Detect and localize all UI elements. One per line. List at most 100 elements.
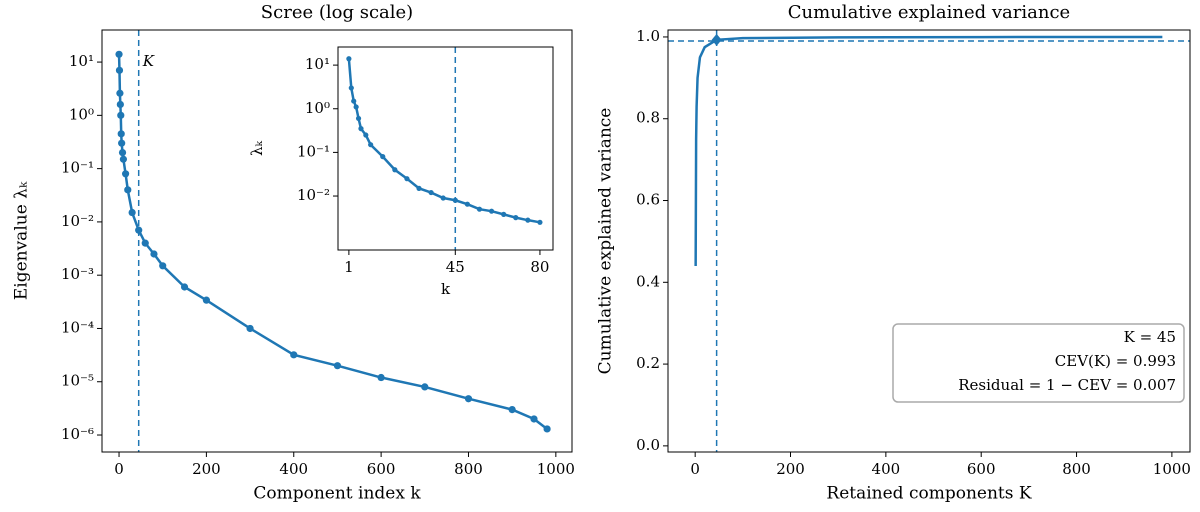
point [119, 155, 128, 163]
point [117, 111, 125, 119]
point [351, 98, 357, 104]
y-tick-label: 10⁻⁶ [61, 425, 94, 443]
x-tick-label: 0 [690, 460, 700, 478]
point [346, 56, 352, 62]
point [290, 351, 298, 359]
point [124, 186, 132, 194]
y-tick-label: 10⁻⁴ [61, 318, 94, 336]
y-tick-label: 10⁰ [69, 105, 94, 123]
point [246, 324, 254, 333]
point [525, 217, 531, 223]
point [501, 211, 507, 217]
annotation: CEV(K) = 0.993 [1055, 352, 1176, 370]
point [121, 170, 130, 178]
point [380, 154, 386, 160]
point [440, 195, 446, 201]
y-tick-label: 10⁻⁵ [61, 372, 94, 390]
point [128, 208, 136, 217]
point [348, 85, 354, 91]
x-tick-label: 600 [967, 460, 996, 478]
x-tick-label: 80 [530, 258, 549, 276]
y-tick-label: 0.2 [636, 354, 660, 372]
point [421, 383, 429, 391]
y-tick-label: 0.0 [636, 436, 660, 454]
point [537, 219, 543, 225]
x-tick-label: 800 [1062, 460, 1091, 478]
x-axis-label: Retained components K [826, 484, 1031, 504]
chart-title: Scree (log scale) [261, 2, 413, 23]
x-tick-label: 45 [446, 258, 465, 276]
point [159, 262, 167, 270]
point [115, 50, 123, 58]
y-tick-label: 10⁻² [297, 186, 330, 204]
y-axis-label: λₖ [248, 140, 266, 156]
point [508, 405, 516, 414]
y-tick-label: 10⁰ [305, 99, 330, 117]
series-line [347, 58, 541, 224]
point [464, 395, 473, 403]
point [513, 215, 519, 221]
plot-frame [101, 29, 573, 453]
x-tick-label: 1 [344, 258, 354, 276]
y-axis-label: Eigenvalue λₖ [12, 181, 32, 300]
point [202, 296, 210, 304]
y-axis-label: Cumulative explained variance [596, 108, 616, 375]
annotation: Residual = 1 − CEV = 0.007 [958, 376, 1176, 394]
point [363, 132, 369, 138]
point [333, 362, 342, 370]
point [150, 250, 158, 258]
x-axis-label: k [441, 280, 451, 298]
point [353, 104, 359, 110]
annotation-box [892, 323, 1185, 403]
y-tick-label: 10¹ [305, 55, 330, 73]
x-tick-label: 200 [192, 460, 221, 478]
point [377, 373, 385, 382]
point [543, 425, 551, 433]
point [141, 239, 149, 247]
point [404, 176, 410, 182]
point [117, 130, 125, 138]
point [530, 415, 538, 423]
x-axis-label: Component index k [253, 484, 421, 504]
plot-frame [337, 46, 554, 251]
point [476, 206, 483, 212]
y-tick-label: 0.6 [636, 191, 660, 209]
y-tick-label: 10⁻³ [61, 265, 94, 283]
series-line [694, 35, 1163, 266]
point [355, 115, 362, 122]
point [115, 66, 124, 74]
y-tick-label: 10¹ [69, 52, 94, 70]
point [116, 100, 124, 109]
x-tick-label: 400 [279, 460, 308, 478]
x-tick-label: 0 [114, 460, 124, 478]
plot-frame [667, 29, 1191, 453]
point [428, 189, 434, 196]
point [118, 139, 126, 147]
y-tick-label: 1.0 [636, 27, 660, 45]
point [392, 167, 398, 173]
y-tick-label: 10⁻¹ [297, 142, 330, 160]
x-tick-label: 800 [454, 460, 483, 478]
y-tick-label: 0.8 [636, 109, 660, 127]
highlight-point [711, 33, 722, 46]
point [135, 226, 143, 234]
point [464, 201, 470, 207]
point [452, 197, 458, 203]
point [118, 148, 127, 157]
x-tick-label: 400 [872, 460, 901, 478]
k-label: K [142, 52, 155, 70]
x-tick-label: 1000 [1153, 460, 1191, 478]
point [116, 89, 124, 97]
y-tick-label: 10⁻¹ [61, 159, 94, 177]
x-tick-label: 600 [367, 460, 396, 478]
point [488, 208, 495, 214]
x-tick-label: 1000 [537, 460, 575, 478]
point [416, 185, 422, 191]
point [180, 283, 189, 291]
chart-title: Cumulative explained variance [788, 2, 1070, 23]
y-tick-label: 10⁻² [61, 212, 94, 230]
point [358, 126, 364, 132]
annotation: K = 45 [1124, 328, 1176, 346]
y-tick-label: 0.4 [636, 272, 660, 290]
